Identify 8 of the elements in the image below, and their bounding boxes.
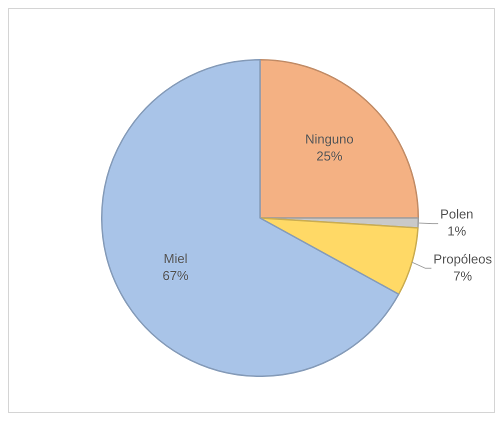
data-label: 67% [162, 268, 189, 284]
data-label: 7% [453, 268, 473, 284]
slice-label: Propóleos [433, 251, 492, 266]
slice-label: Polen [440, 206, 474, 222]
data-label: 1% [447, 224, 467, 239]
data-label: 25% [316, 148, 343, 164]
slice-label: Ninguno [305, 132, 354, 147]
slice-label: Miel [164, 251, 188, 266]
